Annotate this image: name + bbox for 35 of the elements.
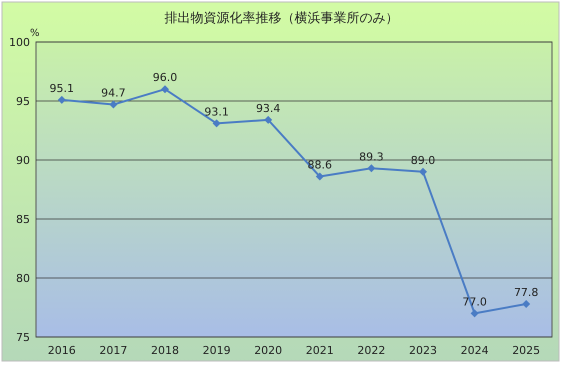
x-tick-label: 2020 <box>254 344 282 357</box>
y-tick-label: 90 <box>16 154 30 167</box>
point <box>316 172 324 181</box>
point <box>212 119 221 128</box>
y-tick-label: 80 <box>16 272 30 285</box>
y-tick-label: 85 <box>16 213 30 226</box>
data-label: 94.7 <box>101 86 126 100</box>
x-tick-label: 2024 <box>460 344 489 357</box>
point <box>522 300 530 308</box>
data-label: 77.8 <box>514 286 538 299</box>
point <box>264 116 272 124</box>
point <box>109 100 118 109</box>
y-tick-label: 75 <box>16 331 30 344</box>
point <box>419 168 427 176</box>
x-tick-label: 2016 <box>48 344 76 357</box>
y-tick-label: 100 <box>9 36 30 49</box>
point <box>367 164 376 172</box>
x-tick-label: 2018 <box>151 344 179 357</box>
point <box>161 85 169 94</box>
x-tick-label: 2019 <box>202 344 231 357</box>
point <box>58 96 66 104</box>
data-label: 77.0 <box>462 295 487 308</box>
data-label: 95.1 <box>50 82 74 95</box>
point <box>470 309 479 318</box>
chart-title: 排出物資源化率推移（横浜事業所のみ） <box>164 10 398 26</box>
y-tick-label: 95 <box>16 95 30 108</box>
data-label: 93.4 <box>256 102 280 115</box>
x-tick-label: 2023 <box>409 344 437 357</box>
x-tick-label: 2025 <box>512 344 540 357</box>
data-label: 96.0 <box>152 71 178 84</box>
x-tick-label: 2022 <box>357 344 386 357</box>
x-tick-label: 2017 <box>99 344 128 357</box>
y-axis-title: % <box>30 28 40 39</box>
data-label: 93.1 <box>204 105 229 118</box>
x-tick-label: 2021 <box>306 344 334 357</box>
